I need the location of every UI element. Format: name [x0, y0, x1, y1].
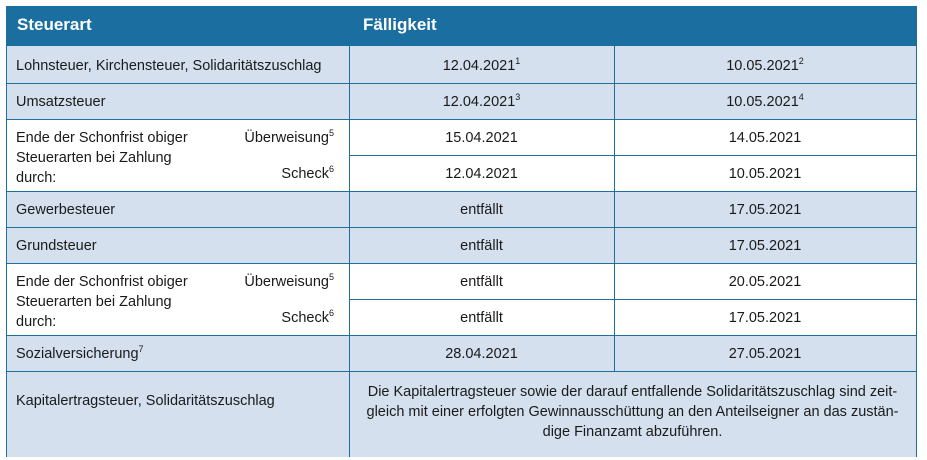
row-gewerbesteuer [7, 191, 916, 227]
date-gewerbesteuer-2: 17.05.2021 [728, 202, 802, 218]
date-ueberweisung-1-mai: 14.05.2021 [728, 130, 802, 146]
label-schonfrist-2-line3: durch: [16, 314, 57, 330]
header-faelligkeit: Fälligkeit [363, 15, 437, 34]
note-kapitalertragsteuer-line1: Die Kapitalertragsteuer sowie der darauf… [367, 384, 898, 400]
date-lohnsteuer-april: 12.04.20211 [442, 56, 521, 75]
date-umsatzsteuer-april: 12.04.20213 [442, 92, 521, 111]
label-sozialversicherung: Sozialversicherung7 [16, 344, 144, 363]
note-kapitalertragsteuer-line2: gleich mit einer erfolgten Gewinnausschü… [366, 404, 899, 420]
label-schonfrist-2-line2: Steuerarten bei Zahlung [16, 294, 172, 310]
label-schonfrist-2-line1: Ende der Schonfrist obiger [16, 274, 188, 290]
date-sozialversicherung-mai: 27.05.2021 [728, 346, 802, 362]
tax-due-dates-table: Steuerart Fälligkeit Lohnsteuer, Kirchen… [6, 6, 917, 457]
date-ueberweisung-2-col2: 20.05.2021 [728, 274, 802, 290]
label-lohnsteuer: Lohnsteuer, Kirchensteuer, Solidaritätsz… [16, 58, 322, 74]
label-kapitalertragsteuer: Kapitalertragsteuer, Solidaritätszuschla… [16, 393, 275, 409]
label-schonfrist-1-line1: Ende der Schonfrist obiger [16, 130, 188, 146]
row-sozialversicherung [7, 335, 916, 371]
label-umsatzsteuer: Umsatzsteuer [16, 94, 106, 110]
date-scheck-1-mai: 10.05.2021 [728, 166, 802, 182]
date-scheck-2-col2: 17.05.2021 [728, 310, 802, 326]
date-sozialversicherung-april: 28.04.2021 [445, 346, 518, 362]
table-header: Steuerart Fälligkeit [7, 6, 916, 46]
date-umsatzsteuer-mai: 10.05.20214 [726, 92, 804, 111]
label-scheck-2: Scheck6 [281, 308, 334, 327]
row-umsatzsteuer [7, 83, 916, 119]
label-gewerbesteuer: Gewerbesteuer [16, 202, 116, 218]
date-grundsteuer-2: 17.05.2021 [728, 238, 802, 254]
label-scheck-1: Scheck6 [281, 164, 334, 183]
row-grundsteuer [7, 227, 916, 263]
date-scheck-1-april: 12.04.2021 [445, 166, 518, 182]
row-lohnsteuer [7, 46, 916, 83]
header-steuerart: Steuerart [17, 15, 92, 34]
label-ueberweisung-1: Überweisung5 [244, 128, 334, 147]
label-schonfrist-1-line2: Steuerarten bei Zahlung [16, 150, 172, 166]
label-grundsteuer: Grundsteuer [16, 238, 97, 254]
date-grundsteuer-1: entfällt [460, 238, 503, 254]
note-kapitalertragsteuer-line3: dige Finanzamt abzuführen. [542, 424, 723, 440]
date-scheck-2-col1: entfällt [460, 310, 503, 326]
label-ueberweisung-2: Überweisung5 [244, 272, 334, 291]
date-lohnsteuer-mai: 10.05.20212 [726, 56, 804, 75]
date-gewerbesteuer-1: entfällt [460, 202, 503, 218]
label-schonfrist-1-line3: durch: [16, 170, 57, 186]
row-kapitalertragsteuer [7, 371, 916, 457]
date-ueberweisung-1-april: 15.04.2021 [445, 130, 518, 146]
date-ueberweisung-2-col1: entfällt [460, 274, 503, 290]
